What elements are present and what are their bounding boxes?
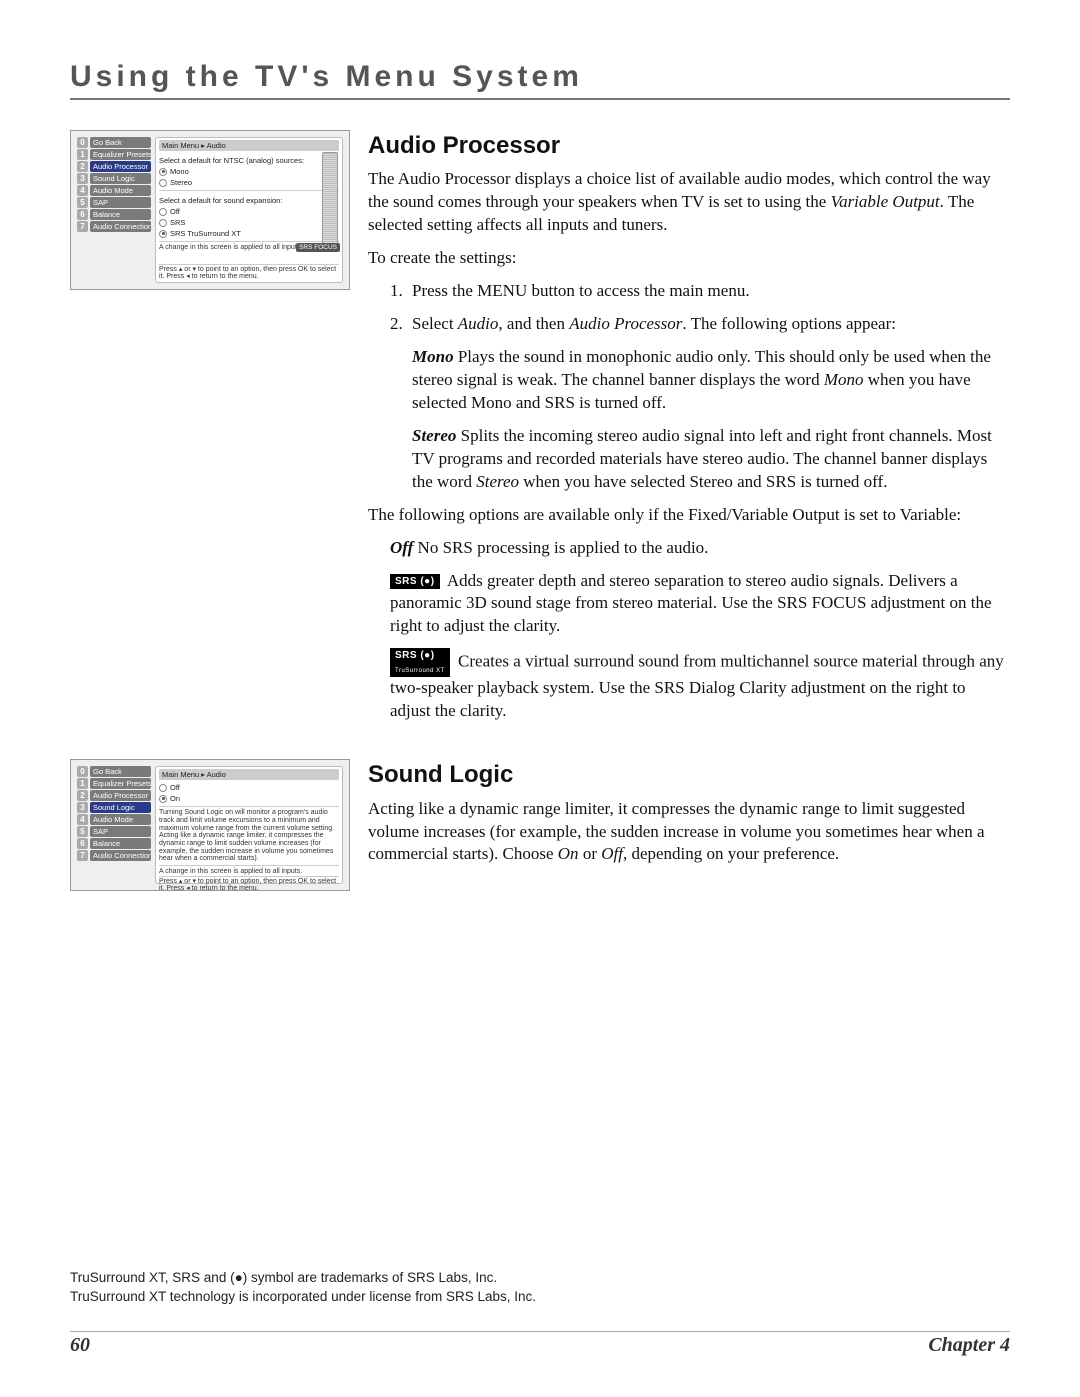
menu-num: 6 — [77, 209, 88, 220]
heading-audio-processor: Audio Processor — [368, 130, 1010, 162]
chapter-rule — [70, 98, 1010, 100]
menu-label: Go Back — [90, 137, 151, 148]
menu-subhead: Select a default for sound expansion: — [159, 196, 339, 205]
menu-label: Audio Connections — [90, 221, 151, 232]
menu-panel: Main Menu ▸ Audio Select a default for N… — [155, 137, 343, 283]
body-text: The following options are available only… — [368, 504, 1010, 527]
menu-breadcrumb: Main Menu ▸ Audio — [159, 769, 339, 780]
radio-icon — [159, 230, 167, 238]
srs-focus-button: SRS FOCUS — [296, 243, 340, 252]
menu-label: Audio Connections — [90, 850, 151, 861]
menu-label: Audio Mode — [90, 814, 151, 825]
menu-label: Sound Logic — [90, 802, 151, 813]
menu-num: 2 — [77, 790, 88, 801]
menu-num: 6 — [77, 838, 88, 849]
option-label: Off — [170, 783, 180, 792]
menu-hint: Press ▴ or ▾ to point to an option, then… — [159, 264, 339, 281]
body-text: SRS (●)TruSurround XT Creates a virtual … — [390, 648, 1010, 723]
chapter-title: Using the TV's Menu System — [70, 60, 1010, 98]
body-text: SRS (●) Adds greater depth and stereo se… — [390, 570, 1010, 639]
heading-sound-logic: Sound Logic — [368, 759, 1010, 791]
menu-label: Audio Mode — [90, 185, 151, 196]
menu-label: Balance — [90, 838, 151, 849]
body-text: Acting like a dynamic range limiter, it … — [368, 798, 1010, 867]
menu-label: SAP — [90, 826, 151, 837]
menu-screenshot-audio: 0Go Back 1Equalizer Presets 2Audio Proce… — [70, 130, 350, 290]
menu-label: SAP — [90, 197, 151, 208]
page-number: 60 — [70, 1334, 90, 1357]
menu-num: 4 — [77, 814, 88, 825]
menu-num: 1 — [77, 778, 88, 789]
menu-num: 5 — [77, 826, 88, 837]
menu-breadcrumb: Main Menu ▸ Audio — [159, 140, 339, 151]
menu-label: Balance — [90, 209, 151, 220]
trademark-footnotes: TruSurround XT, SRS and (●) symbol are t… — [70, 1269, 1010, 1307]
menu-num: 4 — [77, 185, 88, 196]
option-label: On — [170, 794, 180, 803]
srs-badge-icon: SRS (●) — [390, 574, 440, 590]
option-label: SRS TruSurround XT — [170, 229, 241, 238]
menu-note: A change in this screen is applied to al… — [159, 868, 339, 876]
option-label: SRS — [170, 218, 185, 227]
menu-label: Audio Processor — [90, 790, 151, 801]
menu-num: 7 — [77, 850, 88, 861]
list-item: 2.Select Audio, and then Audio Processor… — [390, 313, 1010, 336]
chapter-label: Chapter 4 — [928, 1334, 1010, 1357]
body-text: The Audio Processor displays a choice li… — [368, 168, 1010, 237]
speaker-graphic — [322, 152, 338, 252]
radio-icon — [159, 219, 167, 227]
menu-num: 7 — [77, 221, 88, 232]
menu-num: 2 — [77, 161, 88, 172]
menu-num: 1 — [77, 149, 88, 160]
menu-num: 0 — [77, 766, 88, 777]
radio-icon — [159, 208, 167, 216]
option-label: Off — [170, 207, 180, 216]
radio-icon — [159, 795, 167, 803]
menu-label: Sound Logic — [90, 173, 151, 184]
menu-sidebar: 0Go Back 1Equalizer Presets 2Audio Proce… — [77, 766, 151, 884]
option-label: Stereo — [170, 178, 192, 187]
page-footer: 60 Chapter 4 — [70, 1331, 1010, 1357]
body-text: Off No SRS processing is applied to the … — [390, 537, 1010, 560]
body-text: To create the settings: — [368, 247, 1010, 270]
list-item: 1.Press the MENU button to access the ma… — [390, 280, 1010, 303]
menu-panel: Main Menu ▸ Audio Off On Turning Sound L… — [155, 766, 343, 884]
radio-icon — [159, 784, 167, 792]
menu-screenshot-sound: 0Go Back 1Equalizer Presets 2Audio Proce… — [70, 759, 350, 891]
menu-num: 3 — [77, 802, 88, 813]
srs-trusurround-badge-icon: SRS (●)TruSurround XT — [390, 648, 450, 677]
section-sound-logic: 0Go Back 1Equalizer Presets 2Audio Proce… — [70, 759, 1010, 891]
body-text: Stereo Splits the incoming stereo audio … — [412, 425, 1010, 494]
section-audio-processor: 0Go Back 1Equalizer Presets 2Audio Proce… — [70, 130, 1010, 733]
radio-icon — [159, 179, 167, 187]
menu-num: 3 — [77, 173, 88, 184]
menu-description: Turning Sound Logic on will monitor a pr… — [159, 809, 339, 863]
menu-num: 0 — [77, 137, 88, 148]
menu-sidebar: 0Go Back 1Equalizer Presets 2Audio Proce… — [77, 137, 151, 283]
body-text: Mono Plays the sound in monophonic audio… — [412, 346, 1010, 415]
menu-label: Equalizer Presets — [90, 778, 151, 789]
menu-label: Go Back — [90, 766, 151, 777]
menu-num: 5 — [77, 197, 88, 208]
radio-icon — [159, 168, 167, 176]
menu-label: Audio Processor — [90, 161, 151, 172]
option-label: Mono — [170, 167, 189, 176]
menu-hint: Press ▴ or ▾ to point to an option, then… — [159, 876, 339, 893]
srs-symbol-icon: ● — [235, 1269, 243, 1288]
menu-label: Equalizer Presets — [90, 149, 151, 160]
menu-subhead: Select a default for NTSC (analog) sourc… — [159, 156, 339, 165]
